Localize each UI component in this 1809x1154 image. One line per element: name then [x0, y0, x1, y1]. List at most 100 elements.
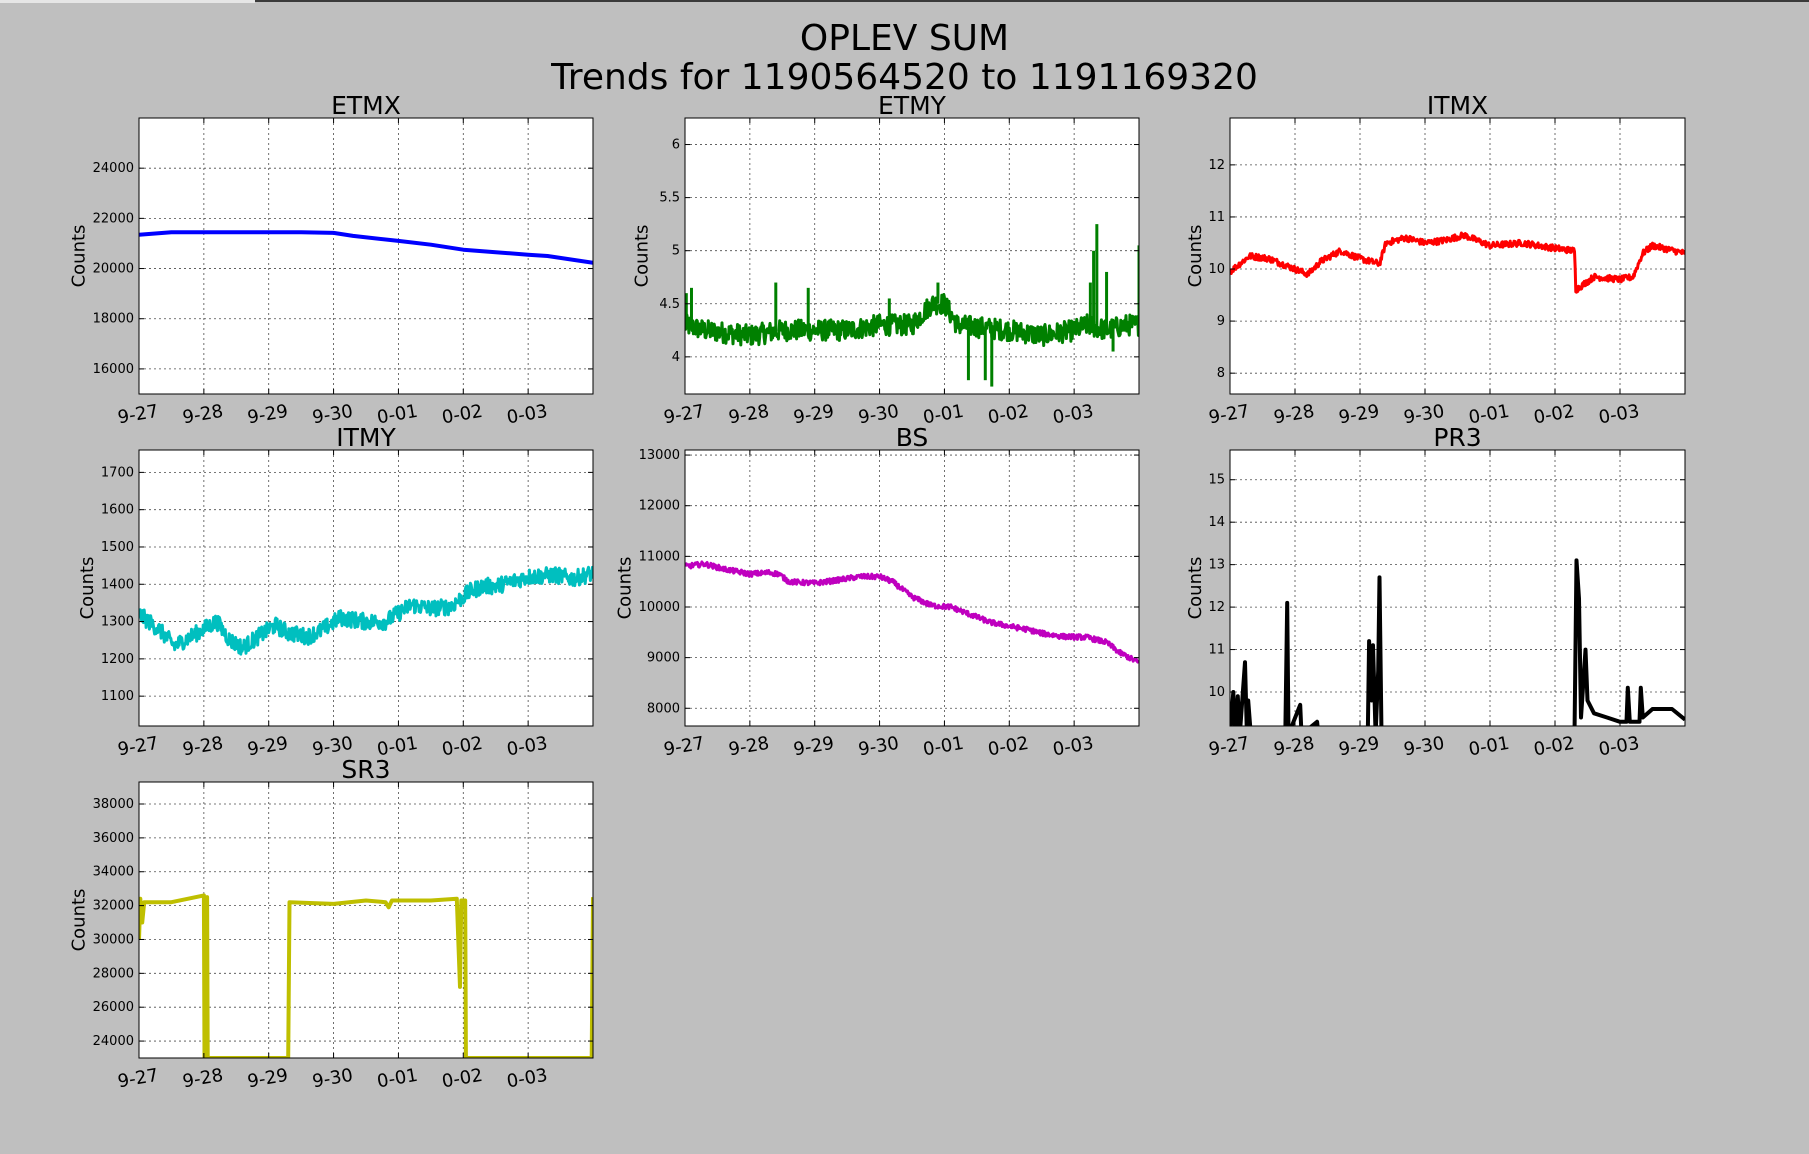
subplot-title: ETMX	[331, 91, 401, 120]
x-tick-label: 9-29	[792, 401, 836, 429]
plot-area	[139, 782, 593, 1058]
x-tick-label: 0-03	[1051, 401, 1095, 429]
plot-area	[685, 118, 1139, 394]
y-tick-label: 14	[1208, 515, 1225, 530]
y-tick-label: 11	[1208, 643, 1225, 658]
x-tick-label: 0-03	[505, 1065, 549, 1093]
x-tick-label: 9-27	[116, 1065, 160, 1093]
y-tick-label: 16000	[93, 362, 134, 377]
y-axis-label: Counts	[69, 225, 90, 288]
x-tick-label: 9-28	[727, 401, 771, 429]
series-group	[685, 224, 1139, 387]
y-axis-label: Counts	[1185, 225, 1206, 288]
y-tick-label: 10	[1208, 685, 1225, 700]
plot-area	[139, 118, 593, 394]
y-tick-label: 30000	[93, 932, 134, 947]
y-tick-label: 18000	[93, 312, 134, 327]
x-tick-label: 9-27	[662, 401, 706, 429]
subplot-title: ITMY	[336, 423, 396, 452]
y-axis-label: Counts	[77, 557, 98, 620]
y-axis-label: Counts	[1185, 557, 1206, 620]
y-tick-label: 10000	[639, 600, 680, 615]
y-tick-label: 5.5	[659, 191, 680, 206]
axes-frame	[1229, 117, 1686, 395]
x-tick-label: 9-28	[181, 401, 225, 429]
x-tick-label: 9-28	[181, 733, 225, 761]
top-bar-dark-segment	[255, 0, 1809, 2]
y-tick-label: 1600	[101, 503, 134, 518]
series-group	[1230, 558, 1685, 726]
x-tick-label: 9-30	[857, 401, 901, 429]
subplot-sr3: 24000 26000 28000 30000 32000 34000 36000 38000…	[69, 755, 594, 1092]
y-tick-label: 4.5	[659, 297, 680, 312]
x-tick-label: 0-03	[1597, 401, 1641, 429]
axes-frame	[138, 117, 594, 395]
axes-frame	[138, 449, 594, 727]
plot-area	[1230, 118, 1685, 394]
subplot-pr3: 10 11 12 13 14 15 9-27 9-28 9-29 9-30 0-01 0-02 0-03…	[1185, 423, 1686, 761]
y-tick-label: 8	[1217, 366, 1225, 381]
x-tick-label: 9-29	[792, 733, 836, 761]
y-axis-label: Counts	[615, 557, 636, 620]
x-tick-label: 9-29	[246, 401, 290, 429]
y-tick-label: 12	[1208, 600, 1225, 615]
figure-subtitle: Trends for 1190564520 to 1191169320	[551, 57, 1258, 98]
y-tick-label: 9000	[647, 651, 680, 666]
y-tick-label: 1100	[101, 689, 134, 704]
series-group	[139, 565, 593, 656]
x-tick-label: 9-30	[311, 1065, 355, 1093]
y-tick-label: 22000	[93, 211, 134, 226]
series-group	[139, 230, 593, 265]
plot-area	[139, 450, 593, 726]
x-tick-label: 9-27	[1207, 733, 1251, 761]
y-axis-label: Counts	[69, 889, 90, 952]
y-tick-label: 13000	[639, 448, 680, 463]
x-tick-label: 0-02	[986, 401, 1030, 429]
x-tick-label: 0-03	[1597, 733, 1641, 761]
y-tick-label: 36000	[93, 831, 134, 846]
plot-area	[1230, 450, 1685, 726]
x-tick-label: 0-01	[376, 1065, 420, 1093]
x-tick-label: 9-30	[1402, 733, 1446, 761]
x-tick-label: 9-28	[727, 733, 771, 761]
axes-frame	[1229, 449, 1686, 727]
axes-frame	[138, 781, 594, 1059]
x-tick-label: 0-03	[505, 401, 549, 429]
y-tick-label: 13	[1208, 558, 1225, 573]
x-tick-label: 0-02	[440, 733, 484, 761]
y-tick-label: 12	[1208, 158, 1225, 173]
x-tick-label: 0-03	[1051, 733, 1095, 761]
x-tick-label: 9-28	[1272, 733, 1316, 761]
x-tick-label: 9-28	[1272, 401, 1316, 429]
x-tick-label: 0-02	[1532, 733, 1576, 761]
y-tick-label: 24000	[93, 1034, 134, 1049]
y-tick-label: 28000	[93, 966, 134, 981]
series-line	[685, 560, 1139, 664]
y-tick-label: 6	[672, 138, 680, 153]
x-tick-label: 0-02	[1532, 401, 1576, 429]
x-tick-label: 9-27	[116, 401, 160, 429]
y-tick-label: 20000	[93, 262, 134, 277]
x-tick-label: 9-29	[1337, 733, 1381, 761]
y-axis-label: Counts	[632, 225, 653, 288]
y-tick-label: 10	[1208, 262, 1225, 277]
x-tick-label: 0-02	[440, 401, 484, 429]
x-tick-label: 0-02	[440, 1065, 484, 1093]
axes-frame	[684, 449, 1140, 727]
x-tick-label: 9-29	[1337, 401, 1381, 429]
y-tick-label: 15	[1208, 473, 1225, 488]
x-tick-label: 0-02	[986, 733, 1030, 761]
y-tick-label: 11	[1208, 210, 1225, 225]
y-tick-label: 1400	[101, 577, 134, 592]
x-tick-label: 9-29	[246, 1065, 290, 1093]
series-line	[1230, 231, 1685, 294]
top-bar-light-segment	[0, 0, 255, 3]
y-tick-label: 24000	[93, 161, 134, 176]
subplot-itmy: 1100 1200 1300 1400 1500 1600 1700 9-27 9-28 9-29…	[77, 423, 594, 761]
y-tick-label: 1300	[101, 615, 134, 630]
plot-area	[685, 450, 1139, 726]
subplot-etmy: 44.555.569-27 9-28 9-29 9-30 0-01 0-02 0-03ETM…	[632, 91, 1140, 428]
